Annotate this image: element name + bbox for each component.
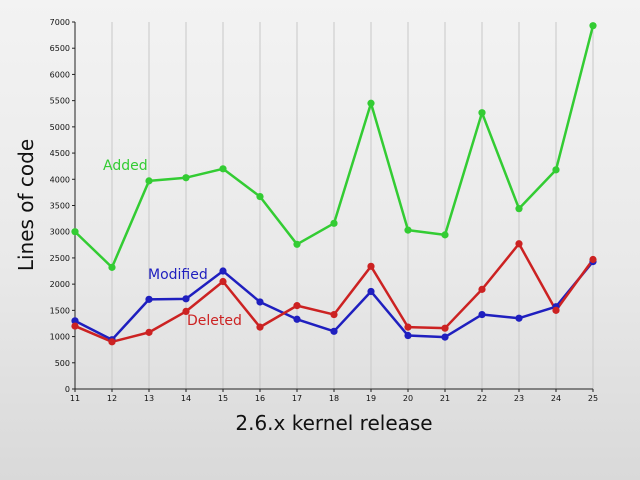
data-point-deleted bbox=[589, 255, 597, 264]
data-point-deleted bbox=[441, 324, 449, 332]
y-tick-label: 4000 bbox=[50, 175, 70, 184]
y-tick-label: 7000 bbox=[50, 18, 70, 27]
y-tick-label: 0 bbox=[65, 385, 70, 394]
x-tick-label: 23 bbox=[514, 394, 524, 403]
data-point-modified bbox=[145, 295, 153, 303]
data-point-modified bbox=[515, 314, 523, 322]
x-tick-label: 15 bbox=[218, 394, 228, 403]
data-point-deleted bbox=[552, 306, 560, 314]
data-point-added bbox=[478, 109, 486, 117]
data-point-modified bbox=[256, 298, 264, 306]
data-point-deleted bbox=[330, 310, 338, 319]
y-tick-label: 5500 bbox=[50, 97, 70, 106]
data-point-added bbox=[589, 22, 597, 30]
data-point-added bbox=[330, 219, 338, 227]
data-point-added bbox=[552, 166, 560, 174]
y-tick-label: 6000 bbox=[50, 70, 70, 79]
x-tick-label: 12 bbox=[107, 394, 117, 403]
y-tick-label: 2500 bbox=[50, 254, 70, 263]
data-point-modified bbox=[330, 327, 338, 335]
data-point-deleted bbox=[367, 262, 375, 270]
data-point-deleted bbox=[404, 323, 412, 331]
x-tick-label: 20 bbox=[403, 394, 413, 403]
y-tick-label: 500 bbox=[55, 359, 70, 368]
axes bbox=[72, 21, 594, 392]
data-point-modified bbox=[478, 310, 486, 319]
data-point-deleted bbox=[256, 323, 264, 331]
data-point-deleted bbox=[515, 240, 523, 248]
data-point-deleted bbox=[219, 277, 227, 286]
y-tick-label: 5000 bbox=[50, 123, 70, 132]
data-point-added bbox=[515, 205, 523, 213]
data-point-added bbox=[367, 99, 375, 107]
data-point-deleted bbox=[478, 285, 486, 293]
x-axis-title: 2.6.x kernel release bbox=[235, 411, 432, 435]
data-point-modified bbox=[441, 333, 449, 341]
x-tick-label: 14 bbox=[181, 394, 191, 403]
series-label-deleted: Deleted bbox=[187, 313, 242, 329]
data-point-added bbox=[256, 192, 264, 201]
x-tick-label: 22 bbox=[477, 394, 487, 403]
y-tick-label: 2000 bbox=[50, 280, 70, 289]
data-point-added bbox=[108, 263, 116, 271]
data-point-modified bbox=[71, 317, 79, 325]
series-points bbox=[71, 22, 597, 346]
series-label-modified: Modified bbox=[148, 267, 208, 283]
data-point-deleted bbox=[108, 338, 116, 346]
y-tick-label: 3500 bbox=[50, 202, 70, 211]
data-point-deleted bbox=[293, 302, 301, 310]
x-tick-label: 19 bbox=[366, 394, 376, 403]
data-point-added bbox=[441, 231, 449, 239]
data-point-added bbox=[145, 177, 153, 185]
data-point-modified bbox=[219, 267, 227, 275]
data-point-modified bbox=[404, 331, 412, 340]
data-point-deleted bbox=[71, 322, 79, 330]
x-tick-label: 17 bbox=[292, 394, 302, 403]
data-point-added bbox=[219, 165, 227, 173]
data-point-added bbox=[293, 240, 301, 248]
data-point-modified bbox=[182, 295, 190, 303]
x-tick-label: 11 bbox=[70, 394, 80, 403]
data-point-modified bbox=[293, 315, 301, 323]
x-tick-label: 18 bbox=[329, 394, 339, 403]
data-point-added bbox=[404, 226, 412, 234]
data-point-added bbox=[182, 174, 190, 182]
x-tick-label: 24 bbox=[551, 394, 561, 403]
data-point-modified bbox=[367, 287, 375, 296]
data-point-deleted bbox=[182, 307, 190, 316]
gridlines bbox=[111, 22, 594, 389]
data-point-deleted bbox=[145, 328, 153, 336]
x-tick-label: 25 bbox=[588, 394, 598, 403]
y-tick-label: 1500 bbox=[50, 306, 70, 315]
tick-labels: 0 500 1000 1500 2000 2500 3000 3500 4000 4500 5000… bbox=[50, 18, 598, 403]
series-label-added: Added bbox=[103, 158, 148, 174]
y-axis-title: Lines of code bbox=[14, 139, 38, 271]
y-tick-label: 6500 bbox=[50, 44, 70, 53]
x-tick-label: 13 bbox=[144, 394, 154, 403]
y-tick-label: 1000 bbox=[50, 333, 70, 342]
y-tick-label: 3000 bbox=[50, 228, 70, 237]
y-tick-label: 4500 bbox=[50, 149, 70, 158]
x-tick-label: 21 bbox=[440, 394, 450, 403]
data-point-added bbox=[71, 228, 79, 236]
x-tick-label: 16 bbox=[255, 394, 265, 403]
